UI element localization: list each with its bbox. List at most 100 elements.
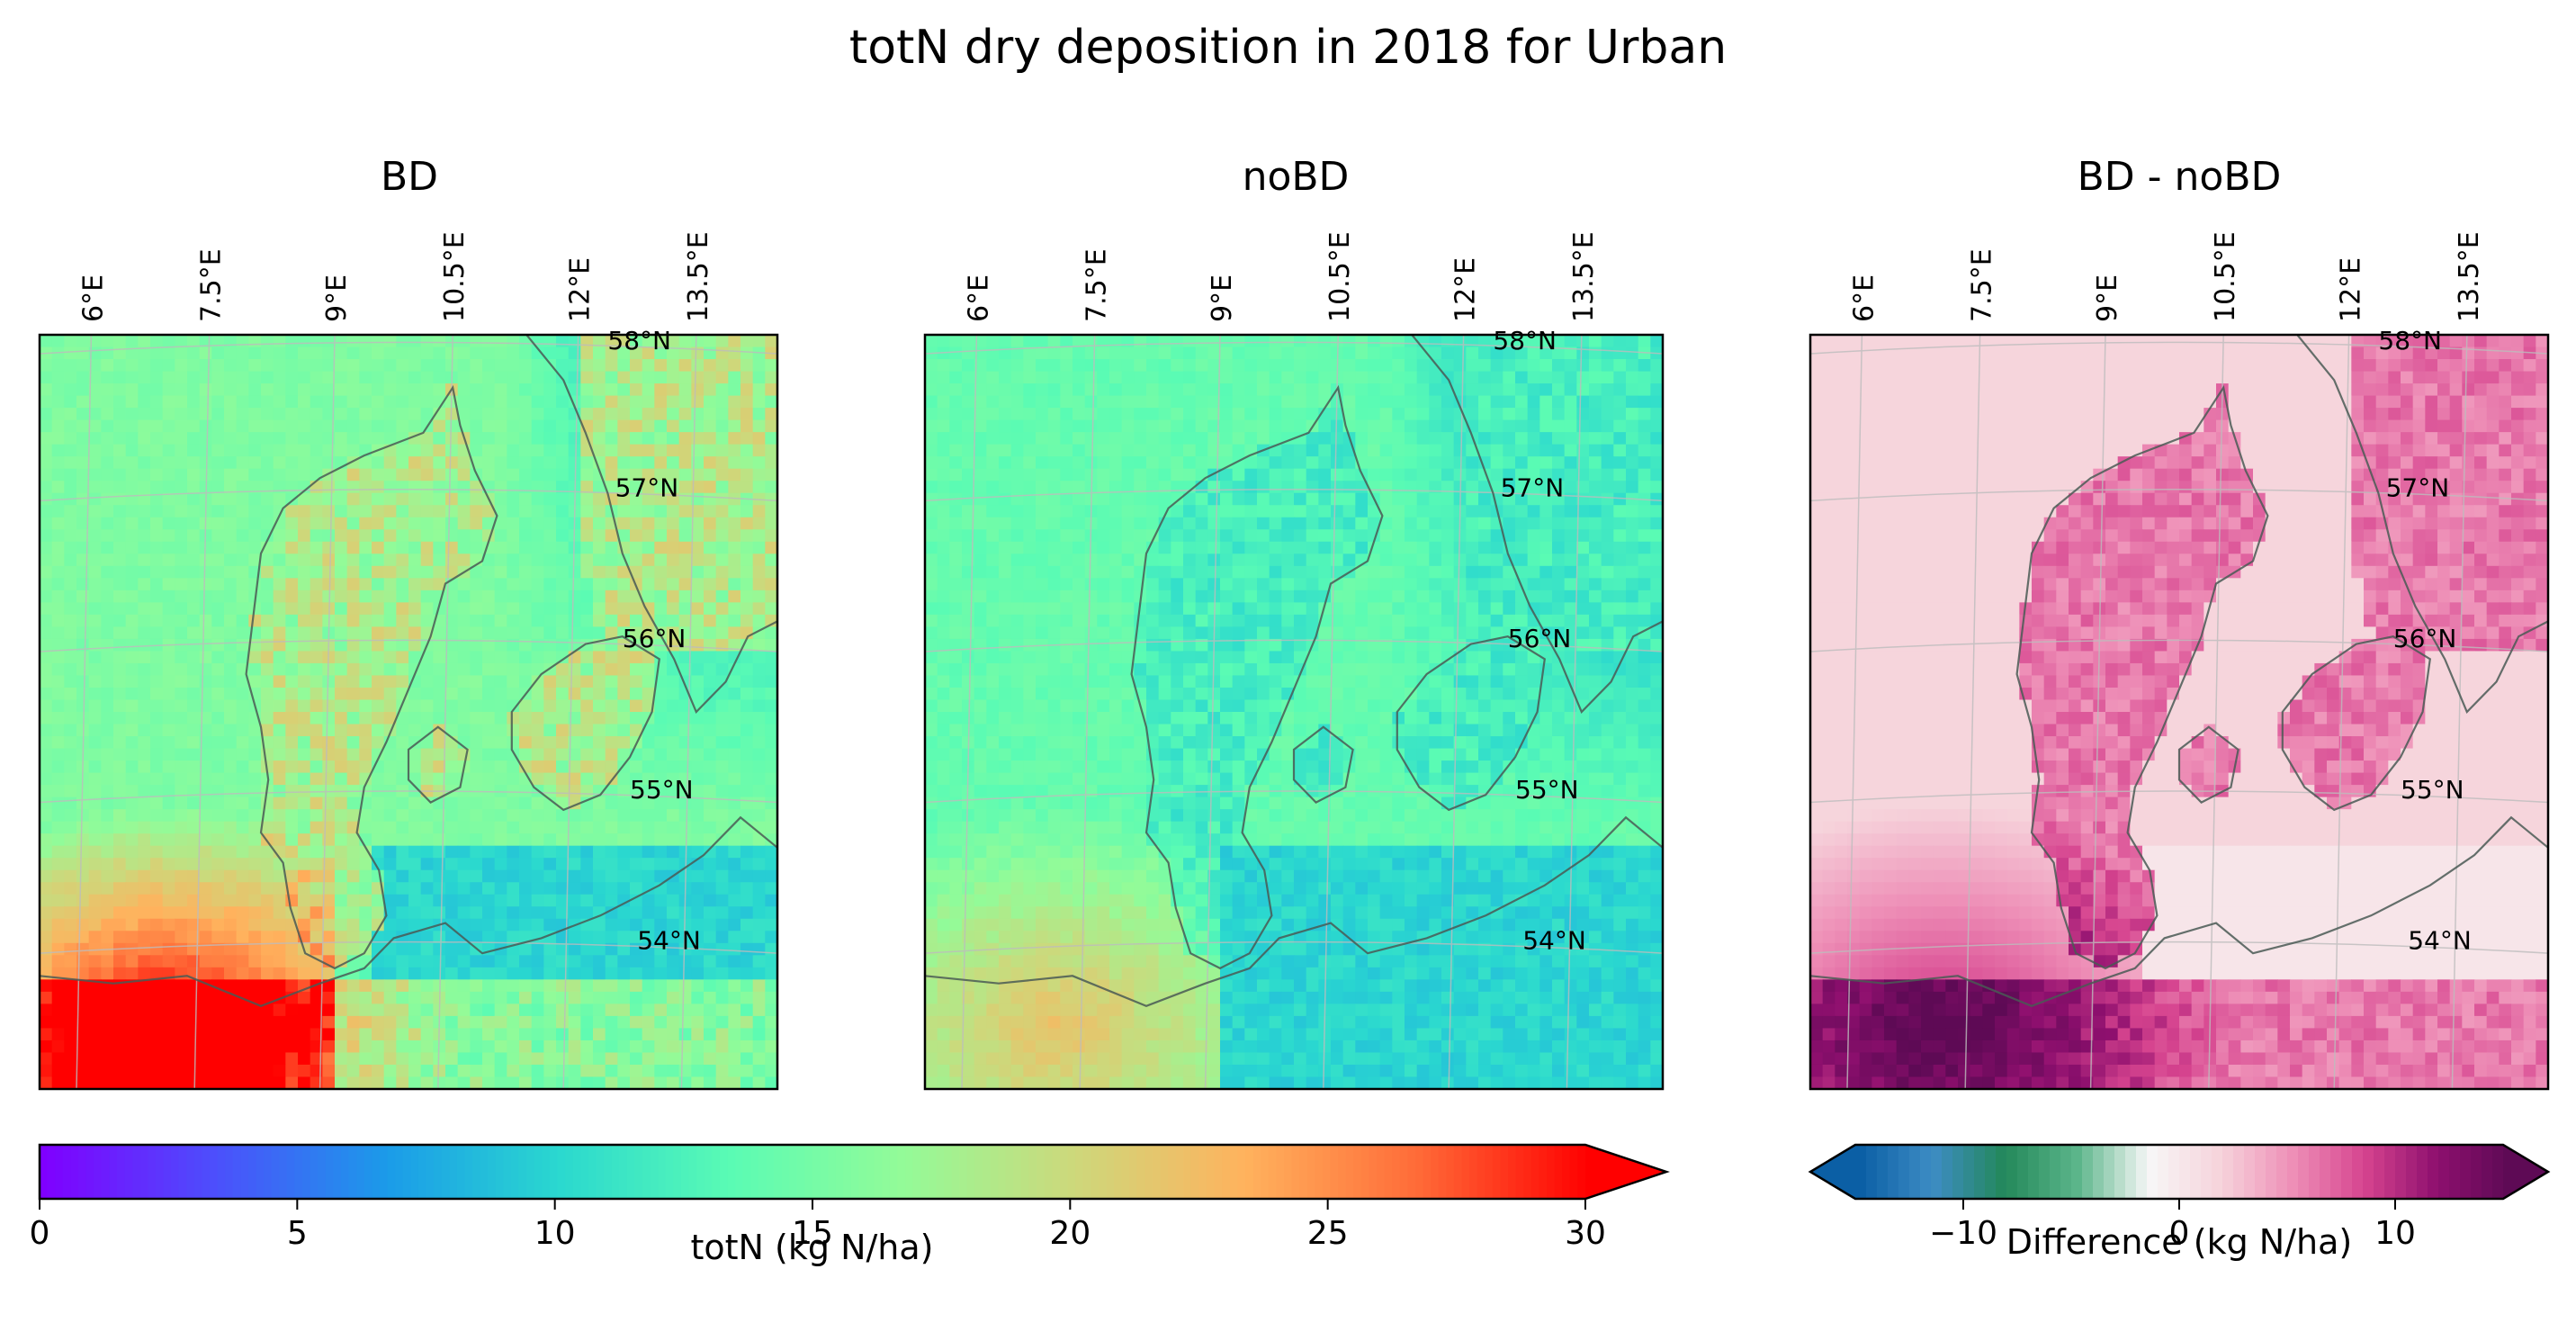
map-cell xyxy=(298,846,310,859)
map-cell xyxy=(211,992,224,1004)
map-cell xyxy=(396,396,408,409)
map-cell xyxy=(740,359,753,372)
map-cell xyxy=(224,529,237,542)
map-cell xyxy=(716,968,729,980)
map-cell xyxy=(52,773,65,786)
map-cell xyxy=(285,846,298,859)
map-cell xyxy=(224,760,237,773)
map-cell xyxy=(1368,359,1380,372)
map-cell xyxy=(64,505,76,518)
map-cell xyxy=(519,968,532,980)
map-cell xyxy=(569,906,581,919)
map-cell xyxy=(126,870,139,883)
map-cell xyxy=(543,846,556,859)
map-cell xyxy=(482,906,495,919)
map-cell xyxy=(925,335,938,347)
map-cell xyxy=(372,797,384,810)
map-cell xyxy=(298,1028,310,1040)
map-cell xyxy=(298,347,310,360)
map-cell xyxy=(532,626,544,639)
map-cell xyxy=(753,809,766,822)
map-cell xyxy=(999,432,1011,445)
map-cell xyxy=(507,383,519,396)
map-cell xyxy=(248,931,261,943)
map-cell xyxy=(482,968,495,980)
map-cell xyxy=(322,736,335,749)
map-cell xyxy=(113,359,126,372)
map-cell xyxy=(248,396,261,409)
map-cell xyxy=(1073,347,1085,360)
map-cell xyxy=(1466,383,1478,396)
map-cell xyxy=(298,882,310,895)
map-cell xyxy=(261,335,274,347)
map-cell xyxy=(1270,493,1282,506)
map-cell xyxy=(482,578,495,590)
map-cell xyxy=(211,858,224,870)
map-cell xyxy=(175,712,187,724)
map-cell xyxy=(1281,481,1294,493)
map-cell xyxy=(347,1028,360,1040)
map-cell xyxy=(1613,518,1626,530)
map-cell xyxy=(445,968,458,980)
map-cell xyxy=(175,760,187,773)
map-cell xyxy=(1392,493,1405,506)
map-cell xyxy=(64,578,76,590)
map-cell xyxy=(532,919,544,932)
map-cell xyxy=(163,688,175,700)
map-cell xyxy=(1454,420,1467,433)
map-cell xyxy=(138,481,150,493)
map-cell xyxy=(753,1040,766,1053)
map-cell xyxy=(606,895,618,907)
map-cell xyxy=(211,699,224,712)
map-cell xyxy=(1306,456,1319,469)
map-cell xyxy=(40,1040,52,1053)
map-cell xyxy=(1257,347,1270,360)
map-cell xyxy=(372,651,384,663)
map-cell xyxy=(408,1004,421,1016)
map-cell xyxy=(495,383,507,396)
map-cell xyxy=(347,372,360,384)
map-cell xyxy=(138,919,150,932)
map-cell xyxy=(1392,529,1405,542)
map-cell xyxy=(359,1052,372,1065)
map-cell xyxy=(64,749,76,761)
map-cell xyxy=(175,505,187,518)
map-cell xyxy=(519,359,532,372)
map-cell xyxy=(691,736,704,749)
map-cell xyxy=(1417,469,1430,482)
map-cell xyxy=(667,749,679,761)
map-cell xyxy=(347,773,360,786)
map-cell xyxy=(396,505,408,518)
map-cell xyxy=(1589,469,1602,482)
map-cell xyxy=(298,1065,310,1077)
map-cell xyxy=(372,359,384,372)
map-cell xyxy=(716,554,729,566)
map-cell xyxy=(1318,372,1331,384)
map-cell xyxy=(138,968,150,980)
map-cell xyxy=(274,906,286,919)
map-cell xyxy=(64,870,76,883)
map-cell xyxy=(1565,335,1577,347)
map-cell xyxy=(211,445,224,457)
map-cell xyxy=(1097,432,1109,445)
map-cell xyxy=(274,895,286,907)
map-cell xyxy=(691,760,704,773)
map-cell xyxy=(495,420,507,433)
map-cell xyxy=(1565,359,1577,372)
map-cell xyxy=(519,906,532,919)
map-cell xyxy=(691,1076,704,1089)
map-cell xyxy=(163,359,175,372)
map-cell xyxy=(704,968,716,980)
map-cell xyxy=(335,833,347,846)
map-cell xyxy=(519,1040,532,1053)
map-cell xyxy=(89,931,102,943)
map-cell xyxy=(974,542,987,554)
map-cell xyxy=(285,760,298,773)
map-cell xyxy=(580,359,593,372)
map-cell xyxy=(126,992,139,1004)
map-cell xyxy=(372,822,384,834)
map-cell xyxy=(1613,408,1626,420)
map-cell xyxy=(359,469,372,482)
map-cell xyxy=(1183,372,1196,384)
map-cell xyxy=(433,432,445,445)
